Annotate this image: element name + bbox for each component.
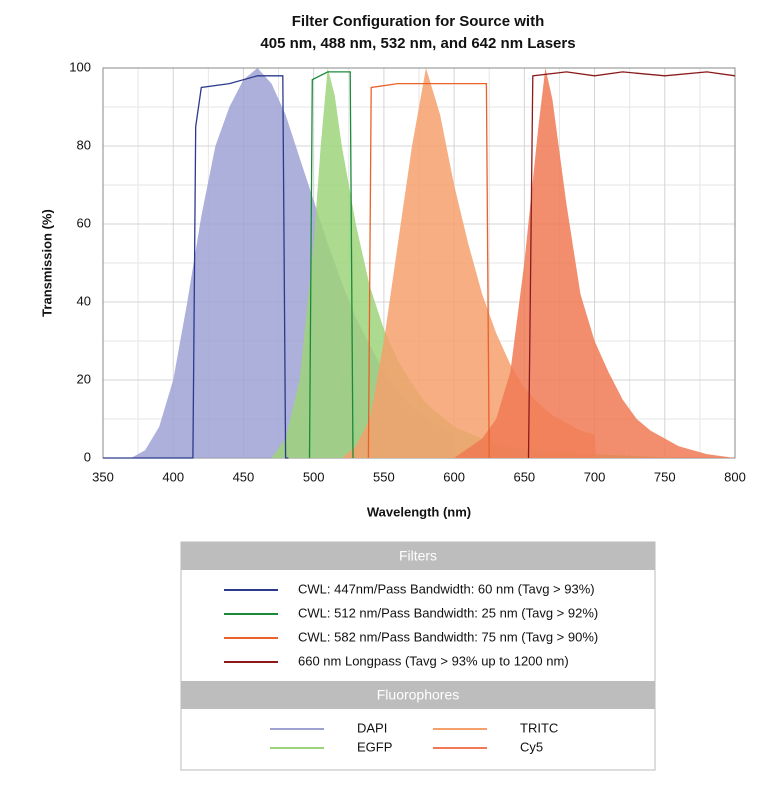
legend-title: Fluorophores xyxy=(377,687,460,703)
x-axis-label: Wavelength (nm) xyxy=(367,504,471,519)
legend-label: TRITC xyxy=(520,720,558,735)
area xyxy=(271,68,679,458)
x-tick-label: 500 xyxy=(303,469,325,484)
legend-label: CWL: 582 nm/Pass Bandwidth: 75 nm (Tavg … xyxy=(298,629,598,644)
line xyxy=(308,71,354,459)
legend-label: EGFP xyxy=(357,739,392,754)
legend-label: CWL: 447nm/Pass Bandwidth: 60 nm (Tavg >… xyxy=(298,581,595,596)
y-tick-label: 0 xyxy=(84,449,91,464)
x-tick-label: 700 xyxy=(584,469,606,484)
chart-title: Filter Configuration for Source with xyxy=(292,13,545,30)
area xyxy=(341,68,596,458)
x-tick-label: 600 xyxy=(443,469,465,484)
legend-header xyxy=(181,542,655,570)
legend-label: DAPI xyxy=(357,720,387,735)
legend-box xyxy=(180,541,656,771)
x-tick-label: 750 xyxy=(654,469,676,484)
y-tick-label: 20 xyxy=(77,371,91,386)
legend-header xyxy=(181,681,655,709)
chart-title: 405 nm, 488 nm, 532 nm, and 642 nm Laser… xyxy=(260,35,575,52)
y-axis-label: Transmission (%) xyxy=(39,209,54,317)
y-tick-label: 60 xyxy=(77,215,91,230)
x-tick-label: 400 xyxy=(162,469,184,484)
legend-label: CWL: 512 nm/Pass Bandwidth: 25 nm (Tavg … xyxy=(298,605,598,620)
y-tick-label: 100 xyxy=(69,59,91,74)
legend-title: Filters xyxy=(399,548,437,564)
y-tick-label: 80 xyxy=(77,137,91,152)
legend-label: 660 nm Longpass (Tavg > 93% up to 1200 n… xyxy=(298,653,569,668)
line xyxy=(527,71,736,459)
area xyxy=(454,68,735,458)
y-tick-label: 40 xyxy=(77,293,91,308)
x-tick-label: 800 xyxy=(724,469,746,484)
x-tick-label: 450 xyxy=(233,469,255,484)
x-tick-label: 350 xyxy=(92,469,114,484)
line xyxy=(103,75,289,459)
legend-label: Cy5 xyxy=(520,739,543,754)
line xyxy=(367,82,490,459)
x-tick-label: 550 xyxy=(373,469,395,484)
x-tick-label: 650 xyxy=(513,469,535,484)
